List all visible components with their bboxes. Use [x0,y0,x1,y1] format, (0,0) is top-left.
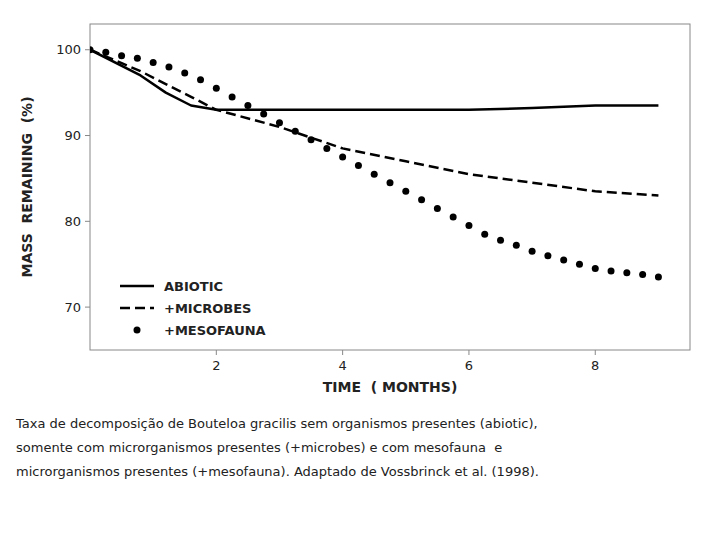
series-point [197,76,204,83]
series-line [90,50,658,196]
series-point [276,119,283,126]
series-point [544,252,551,259]
series-point [181,69,188,76]
series-point [134,55,141,62]
legend-swatch [120,285,154,288]
series-point [102,49,109,56]
y-tick [85,307,90,308]
series-point [592,265,599,272]
legend-label: +MICROBES [164,301,251,316]
caption-line: microrganismos presentes (+mesofauna). A… [16,464,539,479]
y-axis-label: MASS REMAINING (%) [19,96,35,277]
x-axis-label: TIME ( MONTHS) [323,379,458,395]
series-point [450,214,457,221]
series-point [118,52,125,59]
x-tick [342,350,343,355]
plot-frame [90,24,690,350]
series-point [292,128,299,135]
series-point [560,256,567,263]
series-point [655,274,662,281]
series-point [308,136,315,143]
series-point [165,63,172,70]
x-tick-label: 2 [212,358,220,373]
series-point [229,93,236,100]
series-point [608,268,615,275]
series-point [434,205,441,212]
y-tick [85,135,90,136]
series-point [418,196,425,203]
legend-label: ABIOTIC [164,279,223,294]
y-tick-label: 70 [64,300,81,315]
series-point [244,102,251,109]
series-point [387,179,394,186]
series-point [323,145,330,152]
y-tick-label: 80 [64,214,81,229]
y-tick [85,49,90,50]
series-point [576,261,583,268]
series-point [402,188,409,195]
legend: ABIOTIC +MICROBES +MESOFAUNA [120,279,266,338]
x-tick [216,350,217,355]
caption-line: somente com microrganismos presentes (+m… [16,440,502,455]
series-point [623,269,630,276]
series-point [371,171,378,178]
series-point [339,153,346,160]
y-tick [85,221,90,222]
x-tick [468,350,469,355]
series-point [497,237,504,244]
series-point [260,111,267,118]
series-point [465,222,472,229]
series-point [529,248,536,255]
chart: 2 4 6 8 70 80 90 100 TIME ( MONTHS) MASS REMAININ… [0,0,720,540]
y-tick-label: 90 [64,128,81,143]
legend-swatch [134,327,141,334]
series-point [639,271,646,278]
x-tick-label: 4 [338,358,346,373]
x-tick-label: 8 [591,358,599,373]
y-tick-label: 100 [56,42,81,57]
series-point [213,85,220,92]
legend-swatch [120,307,154,310]
x-tick-label: 6 [465,358,473,373]
series-point [513,242,520,249]
series-point [355,162,362,169]
series-point [150,59,157,66]
caption-line: Taxa de decomposição de Bouteloa gracili… [15,416,538,431]
legend-label: +MESOFAUNA [164,323,266,338]
series-point [90,46,94,53]
series-point [481,231,488,238]
plot-area [90,46,662,280]
series-line [90,50,658,110]
x-tick [595,350,596,355]
